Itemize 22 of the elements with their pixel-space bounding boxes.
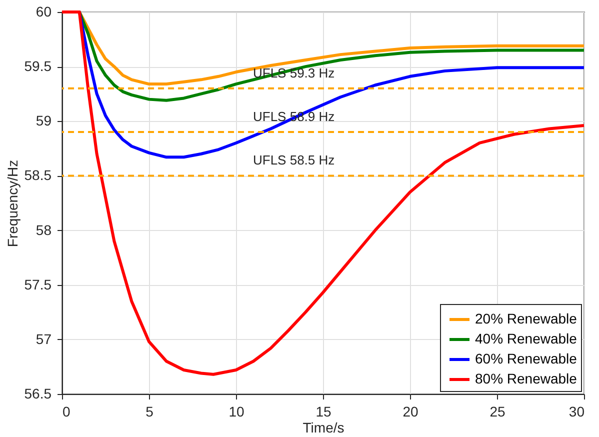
x-tick-label: 30: [568, 404, 585, 420]
y-tick-label: 60: [36, 4, 52, 20]
y-tick-label: 57.5: [24, 276, 52, 292]
y-tick-label: 59.5: [24, 58, 52, 74]
x-tick-label: 5: [146, 404, 154, 420]
legend-label: 40% Renewable: [475, 330, 578, 346]
x-axis-title: Time/s: [302, 420, 344, 436]
y-tick-label: 59: [36, 112, 52, 129]
y-tick-label: 56.5: [24, 386, 52, 402]
y-axis-title: Frequency/Hz: [4, 160, 20, 248]
x-tick-label: 20: [402, 404, 418, 420]
x-tick-label: 25: [490, 404, 506, 420]
y-tick-label: 58.5: [24, 167, 52, 184]
x-tick-label: 10: [228, 404, 244, 420]
legend-label: 60% Renewable: [475, 350, 578, 366]
x-tick-label: 0: [62, 404, 70, 420]
ref-line-label: UFLS 58.5 Hz: [253, 152, 335, 168]
y-tick-label: 58: [36, 222, 52, 238]
legend-label: 20% Renewable: [475, 310, 578, 326]
legend-label: 80% Renewable: [475, 370, 578, 386]
x-tick-label: 15: [316, 404, 332, 420]
y-tick-label: 57: [36, 330, 52, 347]
